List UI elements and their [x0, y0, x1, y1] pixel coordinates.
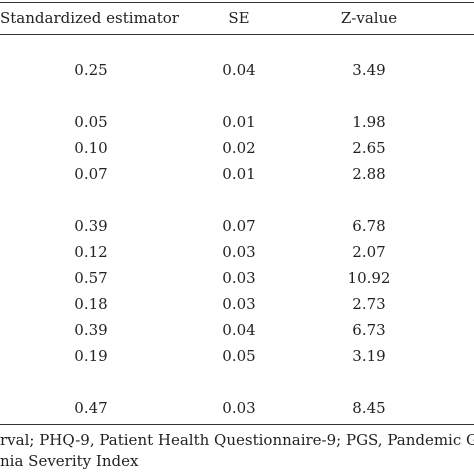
table-cell-z: 3.19 — [352, 347, 386, 365]
table-cell-z: 10.92 — [347, 269, 391, 287]
table-cell-estimator: 0.10 — [74, 139, 108, 157]
top-rule — [0, 2, 474, 3]
footnote-line-1: rval; PHQ-9, Patient Health Questionnair… — [0, 431, 474, 449]
table-cell-estimator: 0.07 — [74, 165, 108, 183]
table-cell-estimator: 0.25 — [74, 61, 108, 79]
bottom-rule — [0, 424, 474, 425]
header-se: SE — [228, 9, 250, 27]
table-cell-se: 0.03 — [222, 269, 256, 287]
table-cell-se: 0.03 — [222, 295, 256, 313]
table-cell-z: 6.78 — [352, 217, 386, 235]
table-cell-se: 0.01 — [222, 165, 256, 183]
table-cell-estimator: 0.47 — [74, 399, 108, 417]
table-cell-se: 0.07 — [222, 217, 256, 235]
table-cell-se: 0.02 — [222, 139, 256, 157]
header-standardized-estimator: Standardized estimator — [0, 9, 179, 27]
table-cell-estimator: 0.57 — [74, 269, 108, 287]
table-cell-z: 2.07 — [352, 243, 386, 261]
table-cell-estimator: 0.18 — [74, 295, 108, 313]
footnote-line-2: nia Severity Index — [0, 452, 139, 470]
header-z-value: Z-value — [340, 9, 398, 27]
table-cell-z: 6.73 — [352, 321, 386, 339]
table-cell-z: 2.88 — [352, 165, 386, 183]
table-cell-estimator: 0.19 — [74, 347, 108, 365]
table-cell-z: 3.49 — [352, 61, 386, 79]
table-cell-estimator: 0.05 — [74, 113, 108, 131]
table-cell-se: 0.05 — [222, 347, 256, 365]
table-cell-se: 0.01 — [222, 113, 256, 131]
table-cell-z: 1.98 — [352, 113, 386, 131]
table-cell-estimator: 0.39 — [74, 217, 108, 235]
table-cell-z: 2.65 — [352, 139, 386, 157]
table-cell-z: 8.45 — [352, 399, 386, 417]
table-cell-estimator: 0.12 — [74, 243, 108, 261]
table-cell-se: 0.03 — [222, 243, 256, 261]
header-rule — [0, 34, 474, 35]
table-cell-se: 0.03 — [222, 399, 256, 417]
table-cell-se: 0.04 — [222, 321, 256, 339]
table-cell-estimator: 0.39 — [74, 321, 108, 339]
table-cell-z: 2.73 — [352, 295, 386, 313]
table-cell-se: 0.04 — [222, 61, 256, 79]
